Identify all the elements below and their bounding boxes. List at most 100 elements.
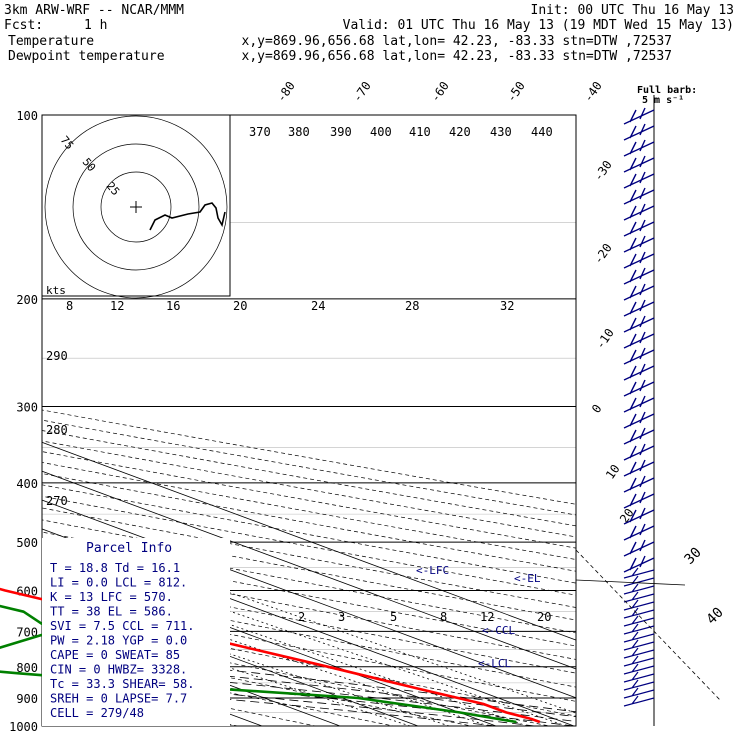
isotherm-line: [42, 441, 576, 641]
pressure-tick-label: 800: [16, 661, 38, 675]
wind-barb: [623, 539, 655, 557]
isotherm-line: [42, 557, 498, 726]
wind-barb: [623, 655, 655, 667]
isotherm-label: 10: [603, 462, 623, 482]
wind-barb: [623, 187, 655, 205]
dry-adiabat-line: [42, 484, 576, 584]
isotherm-label: -20: [591, 241, 615, 267]
isotherm-line: [42, 528, 576, 726]
wind-barb: [623, 591, 655, 603]
hodograph-axis-tick: 16: [166, 299, 180, 313]
theta-label: 390: [330, 125, 352, 139]
isotherm-label: -40: [581, 79, 605, 105]
parcel-info-panel: Parcel Info T = 18.8 Td = 16.1LI = 0.0 L…: [42, 538, 230, 726]
pressure-tick-label: 1000: [9, 720, 38, 734]
theta-label: 270: [46, 494, 68, 508]
hodograph-ring-outer: [44, 115, 228, 299]
wind-barb: [623, 411, 655, 429]
wind-barb: [623, 663, 655, 675]
lfc-label: <-LFC: [416, 564, 449, 577]
wind-barb: [623, 491, 655, 509]
parcel-info-rows: T = 18.8 Td = 16.1LI = 0.0 LCL = 812.K =…: [50, 561, 195, 720]
hodograph-ring-middle: [72, 143, 200, 271]
parcel-info-row: TT = 38 EL = 586.: [50, 605, 173, 619]
pressure-tick-label: 700: [16, 625, 38, 639]
theta-label: 290: [46, 349, 68, 363]
wind-barb: [623, 283, 655, 301]
theta-label: 380: [288, 125, 310, 139]
hodograph-units: kts: [46, 284, 66, 297]
isotherm-line: [42, 499, 576, 699]
wind-barb: [623, 607, 655, 619]
dry-adiabat-line: [42, 507, 576, 608]
hodograph-origin-marker: [130, 201, 142, 213]
wind-barb: [623, 475, 655, 493]
wind-barb: [623, 315, 655, 333]
isotherm-label: 40: [704, 605, 727, 628]
theta-label: 400: [370, 125, 392, 139]
wind-barb: [623, 555, 655, 573]
barb-key-title: Full barb:: [637, 85, 697, 96]
wind-barb: [623, 567, 655, 579]
wind-barb: [623, 363, 655, 381]
dry-adiabat-extension: [575, 549, 721, 701]
valid-time: Valid: 01 UTC Thu 16 May 13 (19 MDT Wed …: [343, 18, 734, 33]
moist-adiabat-line: [42, 664, 576, 722]
barb-key-units: 5 m s⁻¹: [642, 95, 684, 106]
wind-barb: [623, 631, 655, 643]
theta-label: 440: [531, 125, 553, 139]
wind-barb: [623, 459, 655, 477]
wind-barb: [623, 219, 655, 237]
temperature-legend-info: x,y=869.96,656.68 lat,lon= 42.23, -83.33…: [242, 34, 672, 49]
wind-barb: [623, 687, 655, 699]
pressure-tick-label: 400: [16, 477, 38, 491]
parcel-info-row: CIN = 0 HWBZ= 3328.: [50, 663, 187, 677]
wind-barb: [623, 171, 655, 189]
wind-barb: [623, 299, 655, 317]
hodograph-axis-tick: 8: [66, 299, 73, 313]
dry-adiabat-line: [42, 653, 396, 726]
el-label: <-EL: [514, 572, 541, 585]
temperature-line: [0, 587, 541, 724]
init-time: Init: 00 UTC Thu 16 May 13: [531, 3, 735, 18]
wind-barb: [623, 507, 655, 525]
wind-barb: [623, 615, 655, 627]
wind-barb: [623, 575, 655, 587]
theta-label: 430: [490, 125, 512, 139]
wind-barb: [623, 523, 655, 541]
mixing-ratio-label: 12: [480, 610, 494, 624]
hodograph-axis-tick: 12: [110, 299, 124, 313]
wind-barb: [623, 427, 655, 445]
theta-label: 410: [409, 125, 431, 139]
hodograph-axis-tick: 32: [500, 299, 514, 313]
parcel-info-row: K = 13 LFC = 570.: [50, 590, 173, 604]
wind-barb: [623, 203, 655, 221]
wind-barb: [623, 251, 655, 269]
mixing-ratio-label: 20: [537, 610, 551, 624]
dewpoint-legend-name: Dewpoint temperature: [8, 49, 165, 64]
isotherm-label: -60: [428, 79, 452, 105]
dry-adiabat-line: [42, 495, 576, 596]
theta-label: 370: [249, 125, 271, 139]
wind-barb: [623, 695, 655, 707]
parcel-info-row: PW = 2.18 YGP = 0.0: [50, 634, 187, 648]
wind-barb: [623, 623, 655, 635]
dry-adiabat-line: [42, 596, 576, 702]
isotherm-label: -10: [593, 326, 617, 352]
hodograph: 75 50 25 kts: [41, 114, 231, 299]
forecast-label: Fcst:: [4, 18, 43, 33]
mixing-ratio-label: 8: [440, 610, 447, 624]
wind-barb: [623, 267, 655, 285]
wind-barb: [623, 395, 655, 413]
wind-barb: [623, 347, 655, 365]
isotherm-label: 0: [589, 402, 605, 416]
forecast-hour: 1 h: [84, 18, 107, 33]
dewpoint-legend-info: x,y=869.96,656.68 lat,lon= 42.23, -83.33…: [242, 49, 672, 64]
plot-frame: [41, 114, 577, 727]
parcel-info-row: SVI = 7.5 CCL = 711.: [50, 619, 195, 633]
pressure-tick-label: 200: [16, 293, 38, 307]
parcel-info-row: LI = 0.0 LCL = 812.: [50, 576, 187, 590]
wind-barb: [623, 107, 655, 125]
wind-barb: [623, 155, 655, 173]
